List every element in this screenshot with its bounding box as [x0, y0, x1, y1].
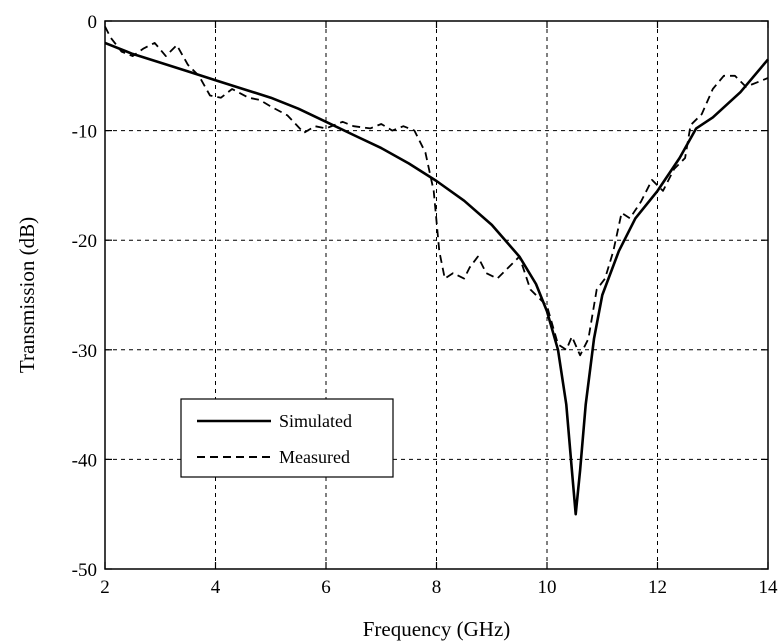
- legend: Simulated Measured: [180, 398, 394, 478]
- legend-label-measured: Measured: [279, 447, 350, 467]
- series-line-simulated: [104, 41, 769, 516]
- x-tick-label: 12: [648, 577, 667, 598]
- legend-label-simulated: Simulated: [279, 411, 352, 431]
- x-tick-label: 14: [759, 577, 779, 598]
- y-tick-label: -10: [72, 122, 97, 143]
- x-axis-label: Frequency (GHz): [363, 617, 511, 641]
- y-tick-label: -50: [72, 560, 97, 581]
- y-tick-label: -40: [72, 450, 97, 471]
- x-tick-label: 6: [321, 577, 331, 598]
- grid-lines: [105, 21, 768, 569]
- y-tick-label: -20: [72, 231, 97, 252]
- series-layer: [104, 26, 769, 516]
- legend-box: [180, 398, 394, 478]
- axis-ticks: 2 4 6 8 10 12 14 0 -10 -20 -30 -40 -50: [72, 12, 778, 598]
- series-line-measured: [104, 26, 769, 357]
- x-tick-label: 10: [538, 577, 557, 598]
- x-tick-label: 4: [211, 577, 221, 598]
- y-axis-label: Transmission (dB): [15, 217, 39, 373]
- x-tick-label: 8: [432, 577, 442, 598]
- y-tick-label: -30: [72, 341, 97, 362]
- y-tick-label: 0: [88, 12, 98, 33]
- x-tick-label: 2: [100, 577, 110, 598]
